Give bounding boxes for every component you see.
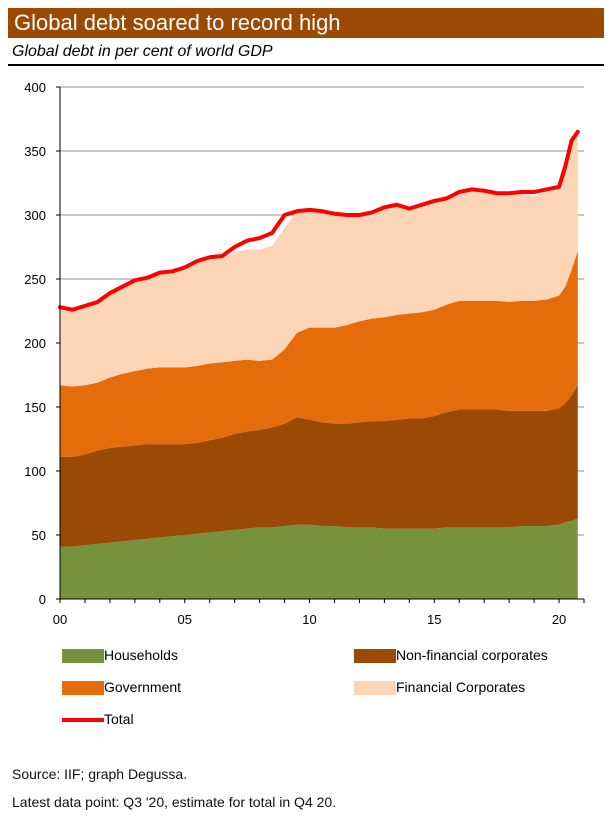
y-tick-label: 100	[24, 464, 46, 479]
area-households	[60, 518, 578, 599]
y-tick-label: 250	[24, 272, 46, 287]
total-line	[58, 129, 580, 312]
x-tick-label: 05	[178, 612, 192, 627]
area-financial-corporates	[60, 131, 578, 387]
y-tick-label: 150	[24, 400, 46, 415]
legend-label-households: Households	[104, 647, 178, 663]
total-line-layer	[58, 129, 580, 312]
legend-swatch-nonfinancial	[354, 649, 396, 663]
y-tick-label: 350	[24, 144, 46, 159]
area-government	[60, 250, 578, 457]
x-tick-label: 15	[427, 612, 441, 627]
latest-data-note: Latest data point: Q3 '20, estimate for …	[12, 794, 337, 810]
legend-label-government: Government	[104, 679, 182, 695]
chart-subtitle: Global debt in per cent of world GDP	[12, 43, 273, 60]
y-tick-label: 0	[39, 592, 46, 607]
x-tick-label: 00	[53, 612, 67, 627]
debt-area-chart: 0 50 100 150 200 250 300 350 400 00 05 10 15 20	[24, 80, 585, 627]
title-underline	[8, 64, 604, 66]
title-bar: Global debt soared to record high	[8, 8, 604, 38]
y-tick-label: 200	[24, 336, 46, 351]
y-tick-label: 50	[32, 528, 46, 543]
x-tick-label: 10	[302, 612, 316, 627]
legend-swatch-households	[62, 649, 104, 663]
legend-label-total: Total	[104, 711, 134, 727]
legend-swatch-government	[62, 681, 104, 695]
y-tick-label: 300	[24, 208, 46, 223]
legend-swatch-financial	[354, 681, 396, 695]
source-note: Source: IIF; graph Degussa.	[12, 766, 188, 782]
stacked-areas	[60, 131, 578, 599]
legend-label-financial: Financial Corporates	[396, 679, 526, 695]
legend-swatch-total	[62, 718, 104, 722]
area-nonfinancial-corporates	[60, 385, 578, 547]
legend-label-nonfinancial: Non-financial corporates	[396, 647, 548, 663]
axes: 0 50 100 150 200 250 300 350 400 00 05 10 15 20	[24, 80, 585, 627]
chart-title: Global debt soared to record high	[14, 10, 341, 35]
y-tick-label: 400	[24, 80, 46, 95]
x-tick-label: 20	[552, 612, 566, 627]
